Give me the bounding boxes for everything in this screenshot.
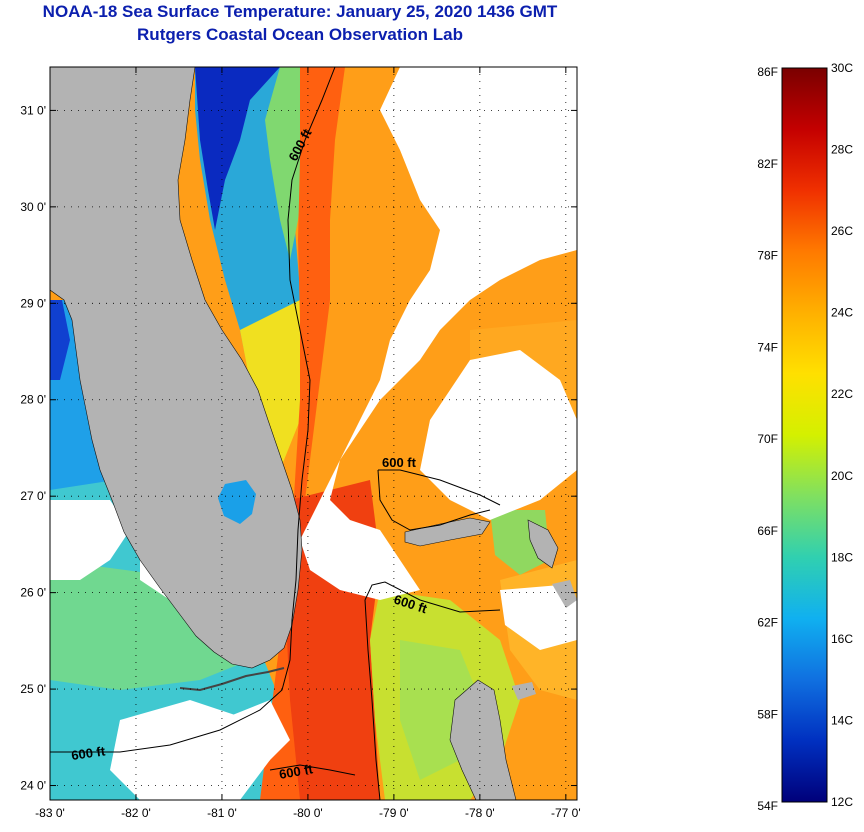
lon-tick-label: -81 0' [207, 806, 237, 820]
eleuthera-fragment [552, 580, 577, 608]
lat-tick-label: 31 0' [20, 103, 46, 117]
atlantic-cold-water [195, 67, 280, 230]
lat-tick-label: 28 0' [20, 393, 46, 407]
colorbar-f-label: 62F [757, 616, 778, 630]
colorbar-c-label: 30C [831, 61, 853, 75]
colorbar-c-label: 26C [831, 224, 853, 238]
lon-tick-label: -82 0' [121, 806, 151, 820]
colorbar-c-label: 12C [831, 795, 853, 809]
colorbar-c-label: 22C [831, 387, 853, 401]
map-frame [49, 66, 578, 801]
sst-map-area [50, 67, 577, 800]
lat-tick-label: 26 0' [20, 586, 46, 600]
temperature-colorbar: 86F 82F 78F 74F 70F 66F 62F 58F 54F 30C 28C 26C 24C… [757, 61, 853, 813]
contour-label-grand-bahama: 600 ft [382, 455, 417, 470]
colorbar-gradient [781, 67, 828, 803]
gulf-stream-core [260, 67, 345, 800]
florida-keys [179, 667, 285, 692]
colorbar-f-label: 82F [757, 157, 778, 171]
isobath-florida-shelf [50, 67, 336, 753]
lat-tick-label: 30 0' [20, 200, 46, 214]
andros-island [449, 679, 517, 800]
colorbar-fahrenheit-scale: 86F 82F 78F 74F 70F 66F 62F 58F 54F [757, 65, 778, 813]
isobath-keys-south [269, 764, 356, 776]
colorbar-c-label: 16C [831, 632, 853, 646]
contour-label-southwest: 600 ft [70, 743, 106, 763]
colorbar-c-label: 20C [831, 469, 853, 483]
colorbar-c-label: 14C [831, 713, 853, 727]
colorbar-f-label: 74F [757, 340, 778, 354]
latitude-axis: 31 0' 30 0' 29 0' 28 0' 27 0' 26 0' 25 0' 24 0' [20, 103, 577, 793]
contour-label-south: 600 ft [278, 761, 315, 782]
lat-tick-label: 27 0' [20, 489, 46, 503]
cloud-patch-east [500, 585, 577, 650]
gulf-coldest-water [50, 300, 70, 380]
cloud-patch-2 [420, 350, 577, 520]
cloud-patch-keys-2 [220, 700, 290, 770]
isobath-little-bahama [377, 469, 491, 531]
colorbar-c-label: 28C [831, 143, 853, 157]
lon-tick-label: -78 0' [465, 806, 495, 820]
colorbar-f-label: 54F [757, 799, 778, 813]
lon-tick-label: -79 0' [379, 806, 409, 820]
cloud-patch-1 [440, 110, 520, 190]
longitude-axis: -83 0' -82 0' -81 0' -80 0' -79 0' -78 0' -77 … [35, 67, 581, 820]
colorbar-f-label: 86F [757, 65, 778, 79]
lon-tick-label: -77 0' [551, 806, 581, 820]
abaco-island [527, 519, 559, 569]
colorbar-f-label: 58F [757, 707, 778, 721]
colorbar-f-label: 70F [757, 432, 778, 446]
map-subtitle: Rutgers Coastal Ocean Observation Lab [137, 25, 463, 44]
atlantic-warm-band [240, 300, 310, 470]
lat-tick-label: 25 0' [20, 682, 46, 696]
colorbar-f-label: 66F [757, 524, 778, 538]
colorbar-celsius-scale: 30C 28C 26C 24C 22C 20C 18C 16C 14C 12C [831, 61, 853, 809]
lake-okeechobee [218, 480, 256, 524]
lon-tick-label: -80 0' [293, 806, 323, 820]
berry-islands [512, 682, 536, 700]
lat-tick-label: 29 0' [20, 296, 46, 310]
cloud-bank-north [300, 67, 577, 600]
isobath-great-bahama-north [364, 581, 501, 613]
lat-tick-label: 24 0' [20, 779, 46, 793]
isobath-great-bahama-west [364, 599, 381, 800]
colorbar-f-label: 78F [757, 249, 778, 263]
isobath-little-bahama-north [378, 469, 501, 506]
cloud-patch-gulf-1 [50, 500, 130, 580]
600ft-isobath-lines [50, 67, 501, 800]
colorbar-c-label: 18C [831, 550, 853, 564]
colorbar-c-label: 24C [831, 306, 853, 320]
lon-tick-label: -83 0' [35, 806, 65, 820]
map-title: NOAA-18 Sea Surface Temperature: January… [42, 2, 558, 21]
